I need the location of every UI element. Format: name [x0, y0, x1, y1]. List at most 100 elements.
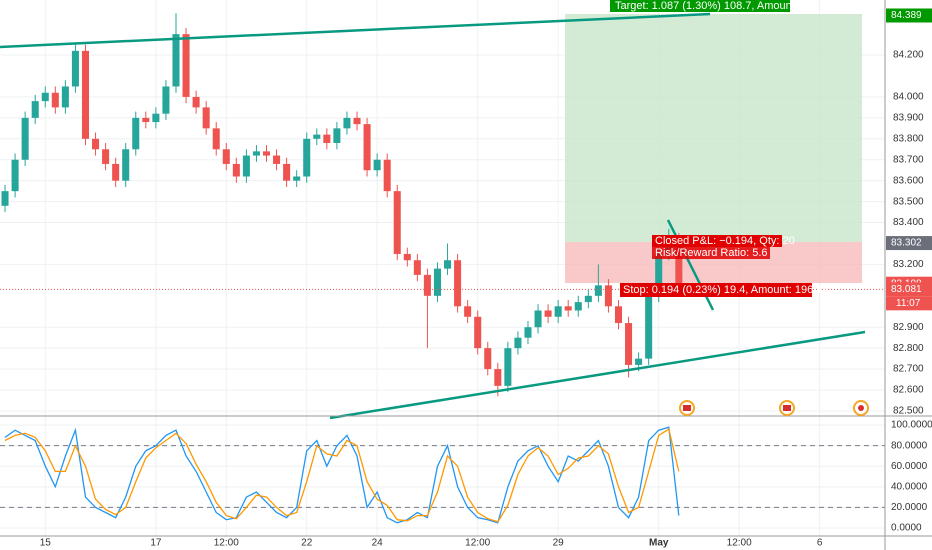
candle-body	[102, 149, 110, 164]
oscillator-line	[4, 428, 680, 523]
target-label: Target: 1.087 (1.30%) 108.7, Amount: 221…	[615, 0, 835, 12]
y-tick-label: 84.000	[893, 92, 924, 103]
candle-body	[122, 149, 130, 181]
candle-body	[604, 285, 612, 307]
candle-body	[112, 163, 120, 181]
rr-label: Risk/Reward Ratio: 5.6	[655, 247, 768, 259]
stop-box	[620, 283, 812, 297]
candle-body	[152, 113, 160, 123]
oscillator-line	[4, 426, 680, 524]
target-zone	[565, 14, 862, 242]
candle-body	[71, 50, 79, 87]
pnl-label: Closed P&L: −0.194, Qty: 20	[655, 235, 795, 247]
candle-body	[252, 151, 260, 156]
overlay: Target: 1.087 (1.30%) 108.7, Amount: 221…	[610, 0, 835, 297]
trend-line	[0, 12, 711, 49]
candle-body	[31, 101, 39, 118]
candle-body	[293, 176, 301, 181]
y-tick-label: 20.0000	[891, 502, 928, 513]
candle-body	[262, 151, 271, 156]
x-tick-label: 17	[150, 538, 162, 549]
x-tick-label: 15	[40, 538, 52, 549]
candle-body	[353, 117, 361, 125]
event-icons	[679, 400, 869, 416]
candle-body	[283, 163, 291, 181]
event-flag	[683, 405, 691, 411]
candle-body	[373, 159, 381, 171]
candle-body	[132, 117, 140, 150]
candle-body	[273, 155, 281, 164]
y-tick-label: 82.500	[893, 406, 924, 417]
x-tick-label: 24	[372, 538, 384, 549]
candle-body	[444, 260, 452, 269]
y-tick-label: 100.0000	[891, 420, 932, 431]
price-label: 83.302	[891, 238, 922, 249]
price-label: 83.081	[891, 284, 922, 295]
y-tick-label: 82.700	[893, 364, 924, 375]
candle-body	[584, 295, 592, 303]
candle-body	[172, 34, 180, 87]
candle-body	[11, 159, 19, 192]
event-flag	[858, 405, 864, 411]
y-tick-label: 40.0000	[891, 481, 928, 492]
pnl-box	[652, 235, 782, 247]
candle-body	[182, 34, 190, 97]
candle-body	[655, 253, 663, 296]
countdown-box	[886, 296, 932, 311]
event-flag	[783, 405, 791, 411]
candle-body	[484, 348, 492, 370]
x-tick-label: May	[649, 538, 669, 549]
target-label-box	[610, 0, 790, 12]
candle-body	[202, 107, 210, 129]
x-tick-label: 12:00	[727, 538, 752, 549]
trend-line	[329, 330, 866, 420]
y-tick-label: 83.800	[893, 133, 924, 144]
candle-body	[222, 149, 230, 164]
candle-body	[212, 128, 220, 150]
candle-body	[675, 239, 683, 286]
y-tick-label: 83.400	[893, 217, 924, 228]
y-tick-label: 83.500	[893, 196, 924, 207]
price-label-box	[886, 8, 932, 23]
y-tick-label: 82.600	[893, 385, 924, 396]
candle-body	[61, 86, 69, 108]
x-tick-label: 22	[301, 538, 313, 549]
candle-body	[625, 323, 633, 365]
candle-body	[81, 50, 90, 139]
candle-body	[454, 260, 462, 307]
y-tick-label: 0.0000	[891, 523, 922, 534]
candle-body	[514, 337, 522, 349]
candle-body	[504, 348, 512, 386]
candle-body	[574, 302, 582, 311]
candle-body	[242, 155, 250, 177]
y-tick-label: 83.200	[893, 259, 924, 270]
x-tick-label: 12:00	[465, 538, 490, 549]
candle-body	[474, 316, 482, 349]
x-tick-label: 6	[817, 538, 823, 549]
y-tick-label: 83.600	[893, 175, 924, 186]
candle-body	[323, 134, 331, 143]
candle-body	[363, 124, 371, 171]
price-label-box	[886, 282, 932, 297]
candle-body	[21, 117, 29, 160]
candle-body	[41, 92, 49, 102]
candle-body	[403, 253, 411, 261]
y-tick-label: 60.0000	[891, 461, 928, 472]
candle-body	[564, 306, 572, 311]
candle-body	[645, 295, 653, 359]
y-tick-label: 83.700	[893, 154, 924, 165]
candle-body	[51, 92, 59, 108]
candle-body	[554, 306, 562, 317]
stop-label: Stop: 0.194 (0.23%) 19.4, Amount: 196.12	[623, 284, 828, 296]
candle-body	[433, 268, 441, 296]
candle-body	[313, 134, 321, 139]
candle-body	[162, 86, 170, 114]
y-tick-label: 82.900	[893, 322, 924, 333]
rr-box	[652, 247, 770, 259]
candle-body	[343, 117, 351, 129]
candle-body	[494, 369, 502, 386]
candle-body	[594, 285, 602, 296]
marks	[0, 13, 885, 524]
price-label-box	[886, 236, 932, 251]
